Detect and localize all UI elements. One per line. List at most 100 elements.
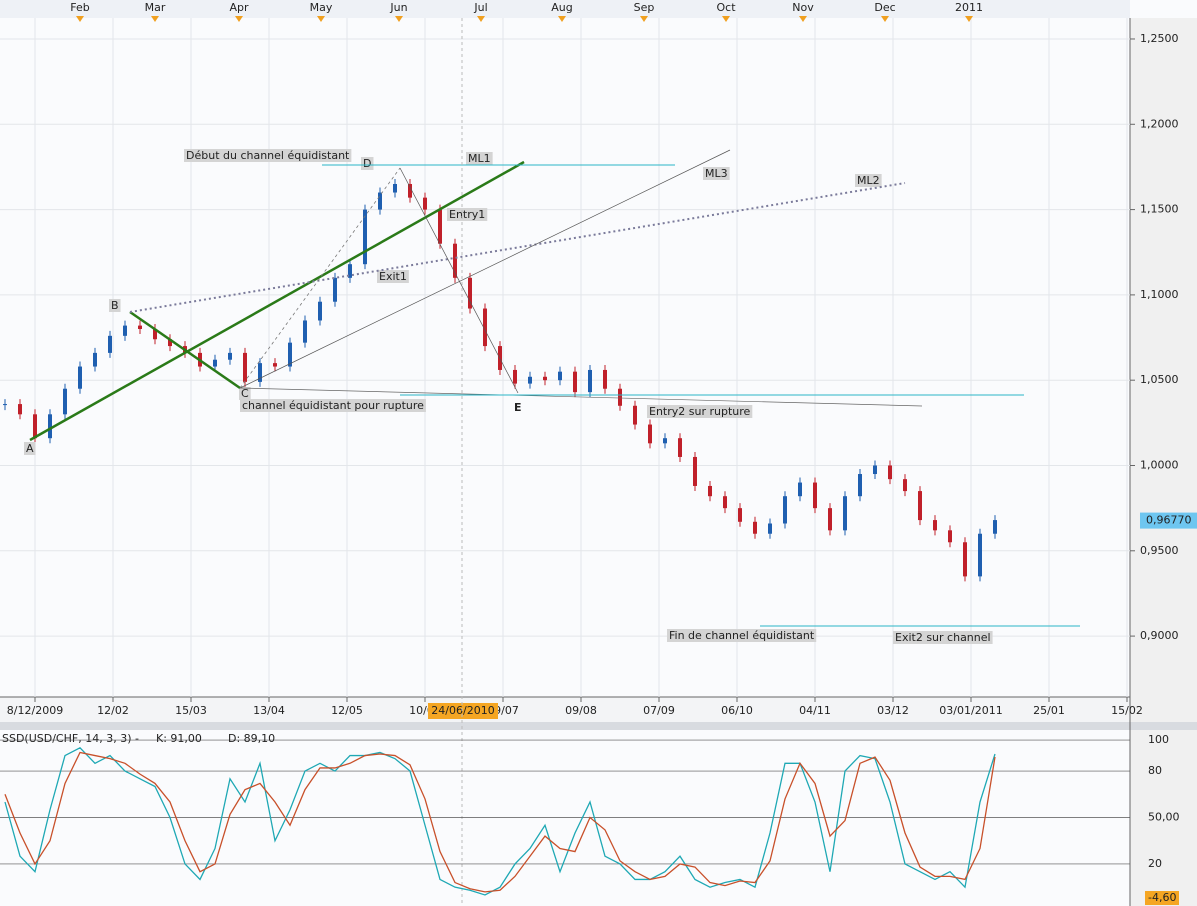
candle <box>753 521 757 534</box>
candle <box>963 542 967 577</box>
annotation: D <box>363 157 371 170</box>
candle <box>708 485 712 497</box>
annotation-lines <box>29 18 1080 905</box>
candle <box>573 371 577 393</box>
candle <box>738 508 742 522</box>
candle <box>558 371 562 381</box>
candle <box>903 479 907 492</box>
month-label: Dec <box>874 1 895 14</box>
indicator-title: SSD(USD/CHF, 14, 3, 3) - <box>2 732 139 745</box>
candle <box>888 465 892 480</box>
candle <box>513 369 517 384</box>
annotation-box <box>24 442 36 455</box>
trend-line <box>29 160 525 442</box>
candle <box>633 405 637 425</box>
cursor-date-box <box>428 703 498 719</box>
x-tick-label: 8/12/2009 <box>7 704 63 717</box>
candle <box>288 342 292 367</box>
candle <box>78 366 82 389</box>
annotation-box <box>447 208 488 221</box>
month-marker <box>235 16 243 22</box>
month-label: Sep <box>634 1 655 14</box>
legend-entry: K: 91,00 <box>156 732 202 745</box>
candle <box>483 308 487 347</box>
y-tick-label: 0,9000 <box>1140 629 1179 642</box>
candle <box>978 533 982 577</box>
annotation-box <box>377 270 409 283</box>
x-tick-label: 06/10 <box>721 704 753 717</box>
pitchfork-line <box>399 167 519 394</box>
annotation-box <box>893 631 993 644</box>
candle <box>408 183 412 198</box>
candle <box>213 359 217 367</box>
x-tick-label: 13/04 <box>253 704 285 717</box>
candle <box>303 320 307 343</box>
month-marker <box>76 16 84 22</box>
candle <box>228 352 232 360</box>
annotation: channel équidistant pour rupture <box>242 399 424 412</box>
x-tick-label: 09/08 <box>565 704 597 717</box>
annotation: Fin de channel équidistant <box>669 629 815 642</box>
channel-line <box>239 149 731 389</box>
x-tick-label: 03/12 <box>877 704 909 717</box>
annotation-box <box>667 629 817 642</box>
candle <box>378 192 382 210</box>
x-tick-label: 03/01/2011 <box>939 704 1002 717</box>
candle <box>933 520 937 531</box>
annotation-box <box>855 174 882 187</box>
candle <box>993 520 997 534</box>
annotation: E <box>514 401 522 414</box>
month-label: 2011 <box>955 1 983 14</box>
panel-separator <box>0 722 1197 730</box>
month-label: Aug <box>551 1 572 14</box>
month-label: Nov <box>792 1 814 14</box>
x-tick-label: 25/01 <box>1033 704 1065 717</box>
candle <box>273 363 277 367</box>
annotation-box <box>466 152 493 165</box>
candle <box>873 465 877 475</box>
current-price-label: 0,96770 <box>1146 514 1192 527</box>
month-label: Feb <box>70 1 89 14</box>
month-label: Apr <box>229 1 249 14</box>
annotation-box <box>184 149 352 162</box>
x-tick-label: 12/02 <box>97 704 129 717</box>
candle <box>453 243 457 278</box>
candle <box>618 388 622 406</box>
candle <box>948 530 952 543</box>
candle <box>363 209 367 265</box>
date-axis-panel <box>0 697 1130 722</box>
y-tick-label: 1,0000 <box>1140 458 1179 471</box>
y-tick-label: 0,9500 <box>1140 544 1179 557</box>
y-tick-label: 20 <box>1148 857 1162 870</box>
month-marker <box>477 16 485 22</box>
y-tick-label: 50,00 <box>1148 811 1180 824</box>
y-tick-label: 100 <box>1148 733 1169 746</box>
candle <box>693 456 697 486</box>
month-marker <box>965 16 973 22</box>
candle <box>438 209 442 244</box>
month-marker <box>881 16 889 22</box>
candle <box>663 438 667 444</box>
annotation-box <box>703 167 730 180</box>
candle <box>423 197 427 210</box>
candle <box>858 474 862 497</box>
month-strip <box>0 0 1130 18</box>
candle <box>648 424 652 444</box>
y-tick-label: 1,2000 <box>1140 117 1179 130</box>
median-line <box>129 182 906 313</box>
candle <box>333 277 337 302</box>
price-axis-panel <box>1130 18 1197 906</box>
y-tick-label: 80 <box>1148 764 1162 777</box>
trend-line <box>129 310 241 390</box>
cursor-value-box <box>1145 891 1179 905</box>
annotation: Exit2 sur channel <box>895 631 991 644</box>
candle <box>603 369 607 389</box>
month-label: Oct <box>716 1 736 14</box>
candle <box>918 491 922 521</box>
legend-entry: D: 89,10 <box>228 732 275 745</box>
annotation: Entry1 <box>449 208 485 221</box>
channel-line <box>239 387 923 407</box>
candle <box>48 414 52 439</box>
